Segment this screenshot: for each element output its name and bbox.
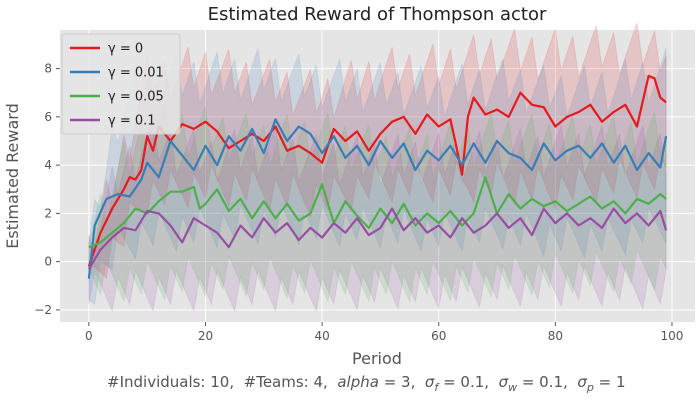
caption-alpha-value: = 3,: [379, 373, 425, 391]
y-tick-label: 0: [44, 255, 52, 269]
caption-sigma-p: σ: [577, 373, 587, 391]
legend-label-0: γ = 0: [108, 42, 143, 57]
y-tick-label: 6: [44, 110, 52, 124]
series-band-2: [88, 104, 667, 303]
x-axis-label: Period: [352, 349, 402, 368]
series-band-1: [88, 47, 667, 306]
legend-label-3: γ = 0.1: [108, 114, 156, 129]
y-tick-label: −2: [34, 303, 52, 317]
parameter-caption: #Individuals: 10, #Teams: 4, alpha = 3, …: [107, 373, 626, 394]
y-tick-label: 8: [44, 62, 52, 76]
series-line-2: [88, 176, 667, 249]
caption-individuals: #Individuals: 10, #Teams: 4,: [107, 373, 337, 391]
x-tick-label: 40: [314, 329, 329, 343]
series-line-3: [87, 207, 668, 270]
y-tick-label: 4: [44, 158, 52, 172]
series-line-1: [87, 118, 668, 279]
x-tick-label: 60: [431, 329, 446, 343]
y-axis-label: Estimated Reward: [3, 103, 22, 249]
legend-box: [61, 33, 181, 135]
x-tick-label: 100: [661, 329, 684, 343]
x-tick-label: 20: [198, 329, 213, 343]
caption-sigma-w-sub: w: [508, 381, 517, 394]
caption-sigma-w: σ: [499, 373, 509, 391]
caption-sigma-f-sub: f: [434, 381, 440, 394]
grid-lines: [60, 30, 695, 322]
y-tick-label: 2: [44, 206, 52, 220]
series-band-0: [88, 22, 667, 280]
caption-sigma-p-value: = 1: [594, 373, 626, 391]
y-axis-ticks: −2 0 2 4 6 8: [34, 62, 60, 317]
x-tick-label: 0: [85, 329, 93, 343]
chart-title: Estimated Reward of Thompson actor: [208, 4, 547, 25]
x-tick-label: 80: [548, 329, 563, 343]
x-axis-ticks: 0 20 40 60 80 100: [85, 322, 683, 343]
caption-sigma-f-value: = 0.1,: [438, 373, 498, 391]
caption-sigma-f: σ: [425, 373, 435, 391]
caption-sigma-w-value: = 0.1,: [517, 373, 577, 391]
legend-label-2: γ = 0.05: [108, 90, 164, 105]
caption-sigma-p-sub: p: [586, 381, 594, 394]
caption-alpha: alpha: [337, 373, 379, 391]
legend: γ = 0 γ = 0.01 γ = 0.05 γ = 0.1: [61, 33, 181, 135]
legend-label-1: γ = 0.01: [108, 66, 164, 81]
